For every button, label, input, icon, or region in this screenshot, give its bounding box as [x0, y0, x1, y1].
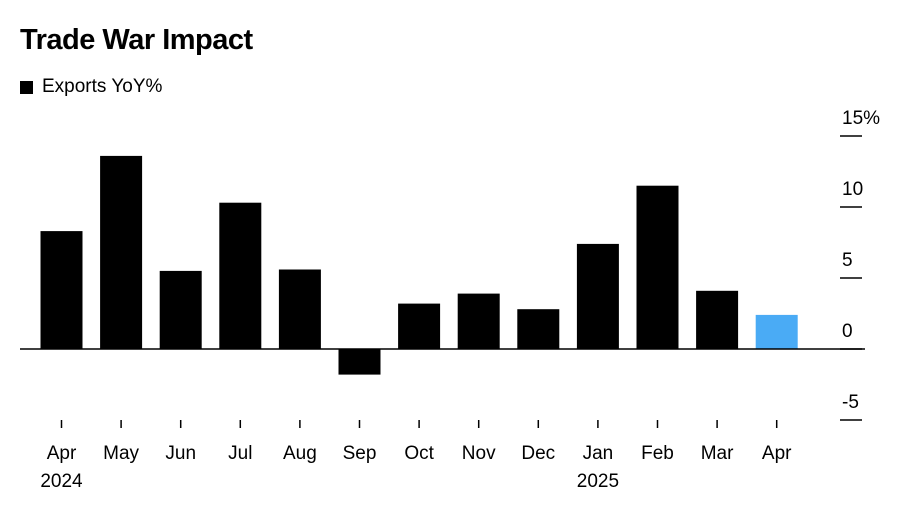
- y-ticks-group: 15% 10 5 0 -5: [840, 108, 880, 421]
- x-tick-label: Jun: [165, 443, 196, 464]
- x-tick-label: Mar: [701, 443, 734, 464]
- x-tick-label: Apr: [47, 443, 77, 464]
- x-tick-label: May: [103, 443, 139, 464]
- y-tick-label: 15%: [842, 108, 880, 129]
- x-tick-label: Oct: [404, 443, 434, 464]
- bar-jun-2: [159, 270, 202, 349]
- bar-apr-0: [40, 231, 83, 349]
- x-year-label: 2025: [577, 471, 619, 492]
- bar-aug-4: [278, 269, 321, 349]
- legend-swatch: [20, 80, 33, 94]
- bar-dec-8: [517, 309, 560, 349]
- bar-jan-9: [576, 243, 619, 349]
- bar-feb-10: [636, 185, 679, 349]
- x-tick-label: Sep: [343, 443, 377, 464]
- bar-mar-11: [696, 290, 739, 349]
- bar-apr-12: [755, 314, 798, 349]
- y-tick-label: 0: [842, 321, 853, 342]
- x-tick-label: Jan: [583, 443, 614, 464]
- y-tick-label: 10: [842, 179, 863, 200]
- chart-title: Trade War Impact: [20, 24, 253, 56]
- x-tick-label: Jul: [228, 443, 252, 464]
- x-ticks-group: Apr May Jun Jul Aug Sep Oct Nov Dec Jan Feb Mar Apr 2…: [40, 420, 792, 492]
- x-tick-label: Feb: [641, 443, 674, 464]
- bar-jul-3: [219, 202, 262, 349]
- bar-sep-5: [338, 349, 381, 375]
- bars-group: [40, 155, 798, 375]
- y-tick-label: 5: [842, 250, 853, 271]
- bar-nov-7: [457, 293, 500, 349]
- x-tick-label: Aug: [283, 443, 317, 464]
- y-tick-label: -5: [842, 392, 859, 413]
- bar-oct-6: [398, 303, 441, 349]
- x-tick-label: Nov: [462, 443, 496, 464]
- x-tick-label: Dec: [521, 443, 555, 464]
- legend: Exports YoY%: [20, 76, 162, 98]
- x-tick-label: Apr: [762, 443, 792, 464]
- x-year-label: 2024: [40, 471, 83, 492]
- bar-may-1: [100, 155, 143, 349]
- legend-label: Exports YoY%: [42, 76, 163, 97]
